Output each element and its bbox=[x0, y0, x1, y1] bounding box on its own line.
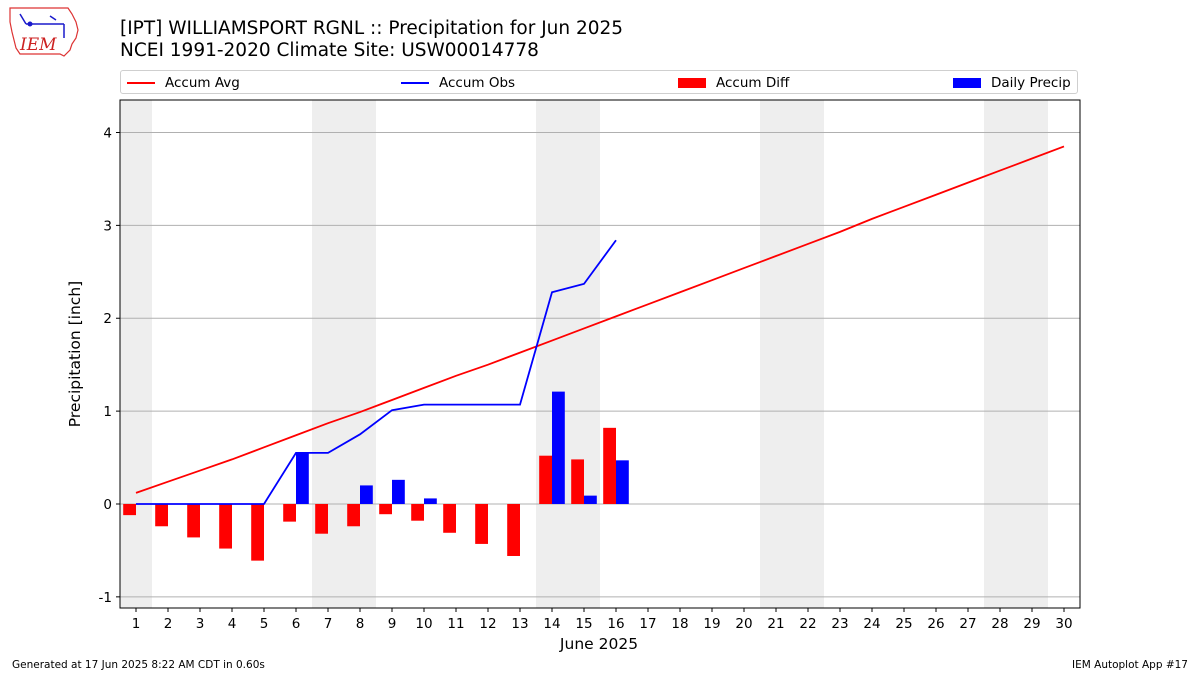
y-tick-label: 2 bbox=[103, 311, 112, 327]
bar-accum-diff bbox=[603, 427, 616, 504]
bar-accum-diff bbox=[283, 503, 296, 522]
bar-accum-diff bbox=[411, 503, 424, 521]
bar-accum-diff bbox=[123, 503, 136, 516]
legend: Accum Avg Accum Obs Accum Diff Daily Pre… bbox=[120, 70, 1078, 94]
y-tick-label: 1 bbox=[103, 404, 112, 420]
bar-accum-diff bbox=[475, 503, 488, 544]
x-tick-label: 15 bbox=[575, 616, 592, 632]
legend-item-daily-precip: Daily Precip bbox=[953, 74, 1071, 92]
bar-accum-diff bbox=[443, 503, 456, 533]
x-tick-label: 20 bbox=[735, 616, 752, 632]
legend-label: Daily Precip bbox=[991, 75, 1071, 91]
legend-item-accum-diff: Accum Diff bbox=[678, 74, 789, 92]
x-tick-label: 7 bbox=[324, 616, 333, 632]
y-tick-label: -1 bbox=[99, 590, 112, 606]
x-tick-label: 6 bbox=[292, 616, 301, 632]
legend-swatch-accum-obs bbox=[401, 82, 429, 84]
weekend-shade bbox=[760, 100, 824, 608]
bar-accum-diff bbox=[347, 503, 360, 527]
footer-app-text: IEM Autoplot App #17 bbox=[1072, 659, 1188, 671]
x-tick-label: 28 bbox=[991, 616, 1008, 632]
x-tick-label: 29 bbox=[1023, 616, 1040, 632]
weather-station-icon bbox=[19, 13, 65, 38]
legend-swatch-accum-avg bbox=[127, 82, 155, 84]
x-tick-label: 26 bbox=[927, 616, 944, 632]
line-accum-avg bbox=[135, 145, 1065, 494]
x-tick-label: 14 bbox=[543, 616, 560, 632]
bar-accum-diff bbox=[379, 503, 392, 515]
bar-accum-diff bbox=[155, 503, 168, 527]
y-tick-label: 4 bbox=[103, 126, 112, 142]
bar-daily-precip bbox=[424, 498, 437, 504]
logo-text: IEM bbox=[19, 35, 57, 55]
x-tick-label: 10 bbox=[415, 616, 432, 632]
bar-accum-diff bbox=[315, 503, 328, 534]
legend-swatch-accum-diff bbox=[678, 78, 706, 88]
weekend-shade bbox=[536, 100, 600, 608]
x-axis-label: June 2025 bbox=[559, 635, 638, 653]
bar-accum-diff bbox=[539, 455, 552, 504]
x-tick-label: 17 bbox=[639, 616, 656, 632]
x-tick-label: 22 bbox=[799, 616, 816, 632]
legend-label: Accum Obs bbox=[439, 75, 516, 91]
bar-accum-diff bbox=[219, 503, 232, 549]
bar-daily-precip bbox=[360, 485, 373, 504]
chart-title: [IPT] WILLIAMSPORT RGNL :: Precipitation… bbox=[120, 18, 624, 39]
bar-daily-precip bbox=[584, 495, 597, 504]
x-tick-label: 12 bbox=[479, 616, 496, 632]
x-tick-label: 1 bbox=[132, 616, 141, 632]
x-tick-label: 11 bbox=[447, 616, 464, 632]
footer-generated-text: Generated at 17 Jun 2025 8:22 AM CDT in … bbox=[12, 659, 265, 671]
legend-label: Accum Diff bbox=[716, 75, 790, 91]
line-accum-obs bbox=[136, 239, 617, 505]
legend-swatch-daily-precip bbox=[953, 78, 981, 88]
x-tick-label: 3 bbox=[196, 616, 205, 632]
bar-daily-precip bbox=[616, 460, 629, 504]
x-tick-label: 16 bbox=[607, 616, 624, 632]
x-tick-label: 2 bbox=[164, 616, 173, 632]
x-tick-label: 8 bbox=[356, 616, 365, 632]
iowa-outline-icon bbox=[9, 7, 79, 57]
x-tick-label: 24 bbox=[863, 616, 880, 632]
x-tick-label: 4 bbox=[228, 616, 237, 632]
legend-item-accum-obs: Accum Obs bbox=[401, 74, 515, 92]
iem-logo: IEM bbox=[9, 7, 79, 57]
bar-daily-precip bbox=[296, 452, 309, 504]
x-tick-label: 5 bbox=[260, 616, 269, 632]
bar-accum-diff bbox=[187, 503, 200, 538]
bar-daily-precip bbox=[392, 479, 405, 504]
y-tick-label: 3 bbox=[103, 218, 112, 234]
legend-item-accum-avg: Accum Avg bbox=[127, 74, 240, 92]
x-tick-label: 18 bbox=[671, 616, 688, 632]
y-tick-label: 0 bbox=[103, 497, 112, 513]
x-tick-label: 9 bbox=[388, 616, 397, 632]
x-tick-label: 23 bbox=[831, 616, 848, 632]
x-tick-label: 13 bbox=[511, 616, 528, 632]
x-tick-label: 19 bbox=[703, 616, 720, 632]
bar-accum-diff bbox=[251, 503, 264, 561]
chart-subtitle: NCEI 1991-2020 Climate Site: USW00014778 bbox=[120, 40, 539, 61]
x-tick-label: 21 bbox=[767, 616, 784, 632]
legend-label: Accum Avg bbox=[165, 75, 240, 91]
x-tick-label: 25 bbox=[895, 616, 912, 632]
bar-daily-precip bbox=[552, 391, 565, 504]
bar-accum-diff bbox=[507, 503, 520, 556]
y-axis-label: Precipitation [inch] bbox=[66, 281, 84, 427]
weekend-shade bbox=[120, 100, 152, 608]
weekend-shade bbox=[984, 100, 1048, 608]
plot-frame bbox=[119, 99, 1081, 609]
x-tick-label: 27 bbox=[959, 616, 976, 632]
x-tick-label: 30 bbox=[1055, 616, 1072, 632]
bar-accum-diff bbox=[571, 459, 584, 504]
